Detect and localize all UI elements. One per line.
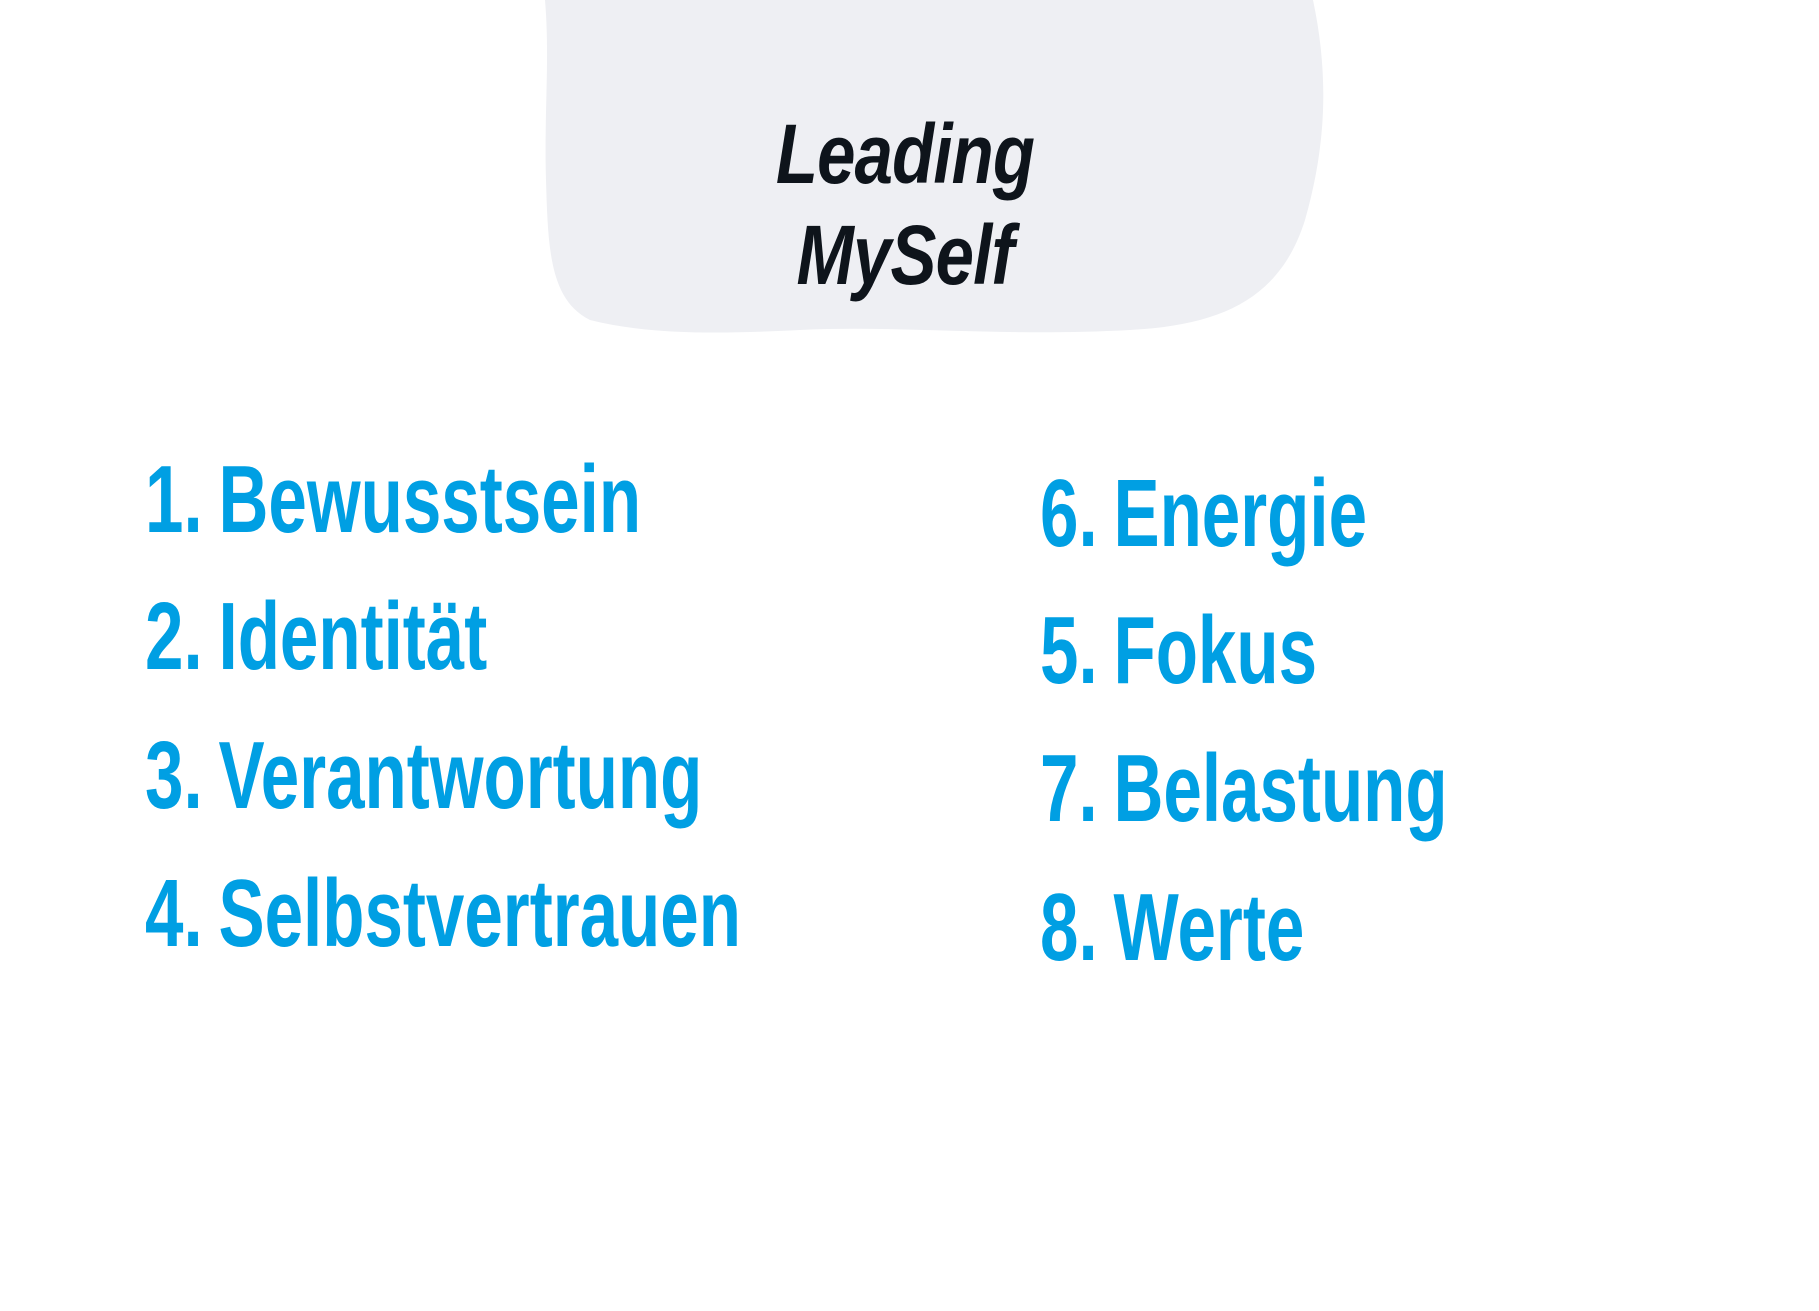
title-line-1: Leading	[775, 107, 1035, 201]
list-item: 3. Verantwortung	[145, 728, 702, 824]
title-line-2: MySelf	[796, 208, 1014, 302]
item-number: 5.	[1040, 597, 1098, 704]
list-item: 5. Fokus	[1040, 603, 1317, 699]
list-item: 1. Bewusstsein	[145, 452, 641, 548]
item-label: Identität	[218, 583, 488, 690]
title-background-blob	[545, 0, 1324, 333]
item-label: Bewusstsein	[218, 446, 642, 553]
list-item: 8. Werte	[1040, 880, 1304, 976]
item-number: 8.	[1040, 874, 1098, 981]
item-number: 1.	[145, 446, 203, 553]
item-number: 6.	[1040, 460, 1098, 567]
item-label: Belastung	[1113, 735, 1448, 842]
item-number: 7.	[1040, 735, 1098, 842]
item-label: Energie	[1113, 460, 1368, 567]
item-label: Fokus	[1113, 597, 1318, 704]
item-label: Werte	[1113, 874, 1305, 981]
item-label: Selbstvertrauen	[218, 860, 741, 967]
list-item: 6. Energie	[1040, 466, 1367, 562]
item-label: Verantwortung	[218, 722, 703, 829]
item-number: 4.	[145, 860, 203, 967]
item-number: 2.	[145, 583, 203, 690]
list-item: 2. Identität	[145, 589, 487, 685]
item-number: 3.	[145, 722, 203, 829]
list-item: 4. Selbstvertrauen	[145, 866, 741, 962]
list-item: 7. Belastung	[1040, 741, 1448, 837]
